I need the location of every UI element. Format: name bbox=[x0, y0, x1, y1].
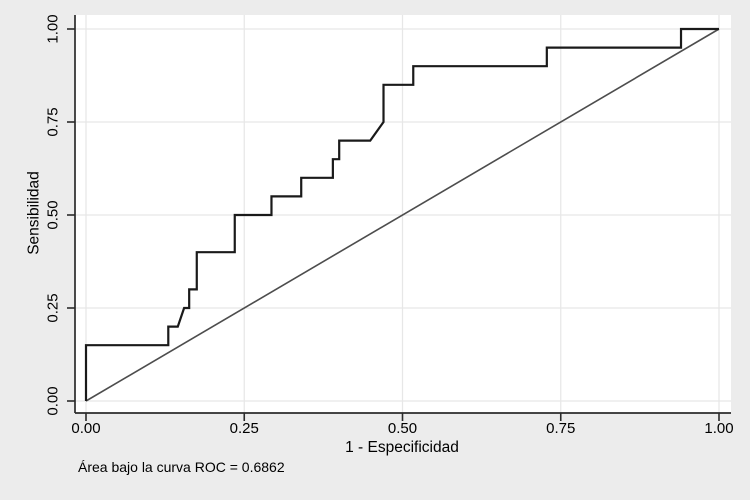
y-tick-label: 1.00 bbox=[44, 14, 62, 44]
reference-diagonal-line bbox=[85, 28, 720, 402]
y-tick-label: 0.50 bbox=[44, 200, 62, 230]
y-tick-label: 0.00 bbox=[44, 386, 62, 416]
y-tick-label: 0.25 bbox=[44, 293, 62, 323]
x-tick-label: 0.75 bbox=[546, 420, 576, 437]
auc-caption: Área bajo la curva ROC = 0.6862 bbox=[78, 459, 285, 475]
y-axis-title: Sensibilidad bbox=[25, 171, 43, 255]
roc-curve-line bbox=[84, 27, 719, 401]
x-tick-label: 1.00 bbox=[704, 420, 734, 437]
x-tick-label: 0.50 bbox=[387, 420, 418, 437]
y-tick-label: 0.75 bbox=[44, 107, 62, 137]
x-tick-label: 0.25 bbox=[229, 420, 259, 437]
x-tick-label: 0.00 bbox=[71, 420, 101, 437]
x-axis-title: 1 - Especificidad bbox=[345, 439, 459, 456]
